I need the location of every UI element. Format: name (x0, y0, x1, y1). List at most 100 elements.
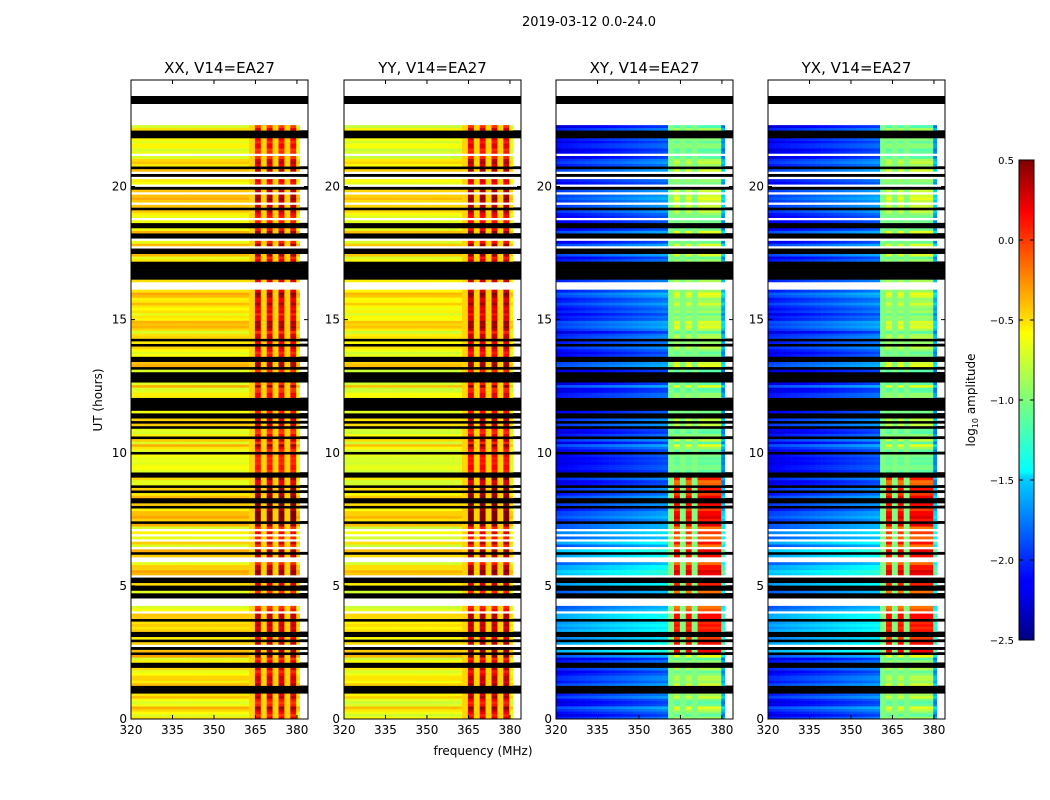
heatmap-cell (195, 446, 203, 450)
heatmap-cell (219, 418, 226, 422)
heatmap-cell (456, 675, 463, 679)
heatmap-cell (361, 636, 368, 640)
flagged-row (344, 634, 521, 638)
heatmap-cell (296, 711, 301, 715)
heatmap-cell (296, 713, 301, 717)
heatmap-cell (278, 649, 285, 653)
heatmap-cell (207, 554, 214, 558)
heatmap-cell (172, 454, 179, 458)
heatmap-cell (260, 636, 267, 640)
heatmap-cell (219, 305, 226, 308)
heatmap-cell (160, 297, 167, 301)
heatmap-cell (272, 564, 279, 568)
heatmap-cell (201, 487, 208, 491)
heatmap-cell (284, 469, 291, 473)
heatmap-cell (231, 181, 238, 185)
heatmap-cell (243, 125, 250, 129)
heatmap-cell (166, 513, 173, 517)
heatmap-cell (260, 467, 267, 470)
heatmap-cell (278, 328, 285, 332)
heatmap-cell (284, 659, 291, 663)
heatmap-cell (166, 310, 173, 314)
heatmap-cell (385, 616, 392, 620)
heatmap-cell (272, 503, 279, 506)
flagged-row (131, 593, 308, 596)
heatmap-cell (184, 199, 191, 203)
heatmap-cell (172, 508, 179, 512)
heatmap-cell (349, 667, 357, 671)
heatmap-cell (154, 446, 161, 450)
heatmap-cell (344, 636, 351, 640)
heatmap-cell (296, 330, 301, 334)
heatmap-cell (148, 503, 155, 506)
heatmap-cell (426, 701, 433, 704)
heatmap-cell (195, 523, 203, 527)
heatmap-cell (201, 659, 208, 663)
heatmap-cell (444, 708, 451, 712)
heatmap-cell (266, 168, 273, 172)
heatmap-cell (207, 677, 214, 681)
heatmap-cell (231, 503, 238, 506)
heatmap-cell (213, 387, 220, 391)
heatmap-cell (225, 459, 232, 463)
heatmap-cell (201, 716, 208, 720)
heatmap-cell (207, 204, 214, 208)
heatmap-cell (278, 181, 285, 185)
heatmap-cell (207, 492, 214, 496)
heatmap-cell (237, 197, 244, 200)
heatmap-cell (136, 479, 144, 483)
heatmap-cell (154, 212, 161, 216)
heatmap-cell (296, 629, 301, 632)
heatmap-cell (178, 654, 185, 658)
heatmap-cell (201, 564, 208, 568)
heatmap-cell (195, 482, 203, 486)
heatmap-cell (136, 163, 144, 167)
heatmap-cell (190, 317, 197, 321)
heatmap-cell (249, 346, 256, 350)
heatmap-cell (391, 713, 398, 717)
heatmap-cell (414, 654, 421, 658)
heatmap-cell (509, 649, 514, 653)
heatmap-cell (172, 513, 179, 517)
heatmap-cell (178, 569, 185, 573)
heatmap-cell (349, 626, 357, 630)
heatmap-cell (154, 433, 161, 437)
heatmap-cell (462, 708, 469, 712)
heatmap-cell (491, 713, 498, 717)
heatmap-cell (172, 428, 179, 432)
heatmap-cell (509, 716, 514, 720)
heatmap-cell (438, 706, 445, 710)
heatmap-cell (296, 199, 301, 203)
heatmap-cell (136, 179, 144, 182)
heatmap-cell (207, 503, 214, 506)
heatmap-cell (373, 716, 380, 720)
heatmap-cell (131, 299, 138, 303)
heatmap-cell (172, 554, 179, 558)
heatmap-cell (254, 369, 262, 373)
heatmap-cell (290, 572, 297, 576)
heatmap-cell (166, 150, 173, 154)
heatmap-cell (207, 148, 214, 152)
heatmap-cell (260, 706, 267, 710)
heatmap-cell (131, 708, 138, 712)
heatmap-cell (190, 353, 197, 357)
heatmap-cell (142, 708, 149, 712)
heatmap-cell (296, 240, 301, 244)
heatmap-cell (284, 616, 291, 620)
heatmap-cell (219, 302, 226, 306)
heatmap-cell (296, 155, 301, 159)
heatmap-cell (219, 605, 226, 609)
heatmap-cell (420, 693, 427, 697)
heatmap-cell (184, 392, 191, 396)
heatmap-cell (166, 348, 173, 352)
heatmap-cell (379, 683, 386, 686)
heatmap-cell (178, 526, 185, 530)
heatmap-cell (160, 672, 167, 676)
heatmap-cell (243, 353, 250, 357)
heatmap-cell (136, 659, 144, 663)
heatmap-cell (296, 510, 301, 514)
heatmap-cell (148, 369, 155, 373)
heatmap-cell (272, 320, 279, 324)
heatmap-cell (450, 701, 457, 704)
heatmap-cell (266, 431, 273, 434)
